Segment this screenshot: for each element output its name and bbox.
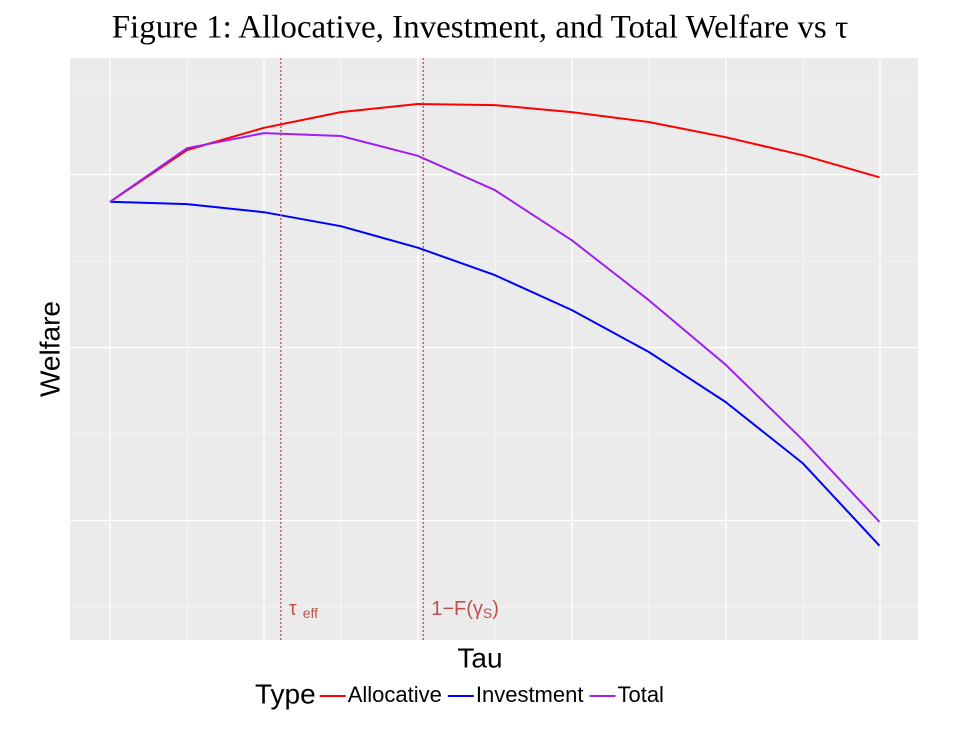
legend-label: Allocative: [348, 682, 442, 707]
reference-label-sub: S: [483, 605, 492, 621]
series-line: [109, 200, 881, 547]
legend-label: Total: [617, 682, 663, 707]
reference-label-main: 1−F(γ: [431, 598, 483, 620]
chart-title: Figure 1: Allocative, Investment, and To…: [112, 10, 849, 46]
reference-label-sub: eff: [303, 605, 318, 621]
reference-label-suffix: ): [492, 598, 499, 620]
series-line: [109, 103, 880, 203]
reference-label: τ eff: [289, 598, 318, 620]
series-line: [109, 132, 881, 523]
plot-panel: [70, 58, 918, 640]
y-axis-label: Welfare: [34, 301, 65, 397]
legend-title: Type: [255, 678, 316, 709]
x-axis-label: Tau: [457, 642, 502, 673]
legend-label: Investment: [476, 682, 584, 707]
reference-label: 1−F(γS): [431, 598, 499, 620]
reference-label-main: τ: [289, 598, 297, 620]
legend: Type Allocative Investment Total: [255, 678, 664, 709]
